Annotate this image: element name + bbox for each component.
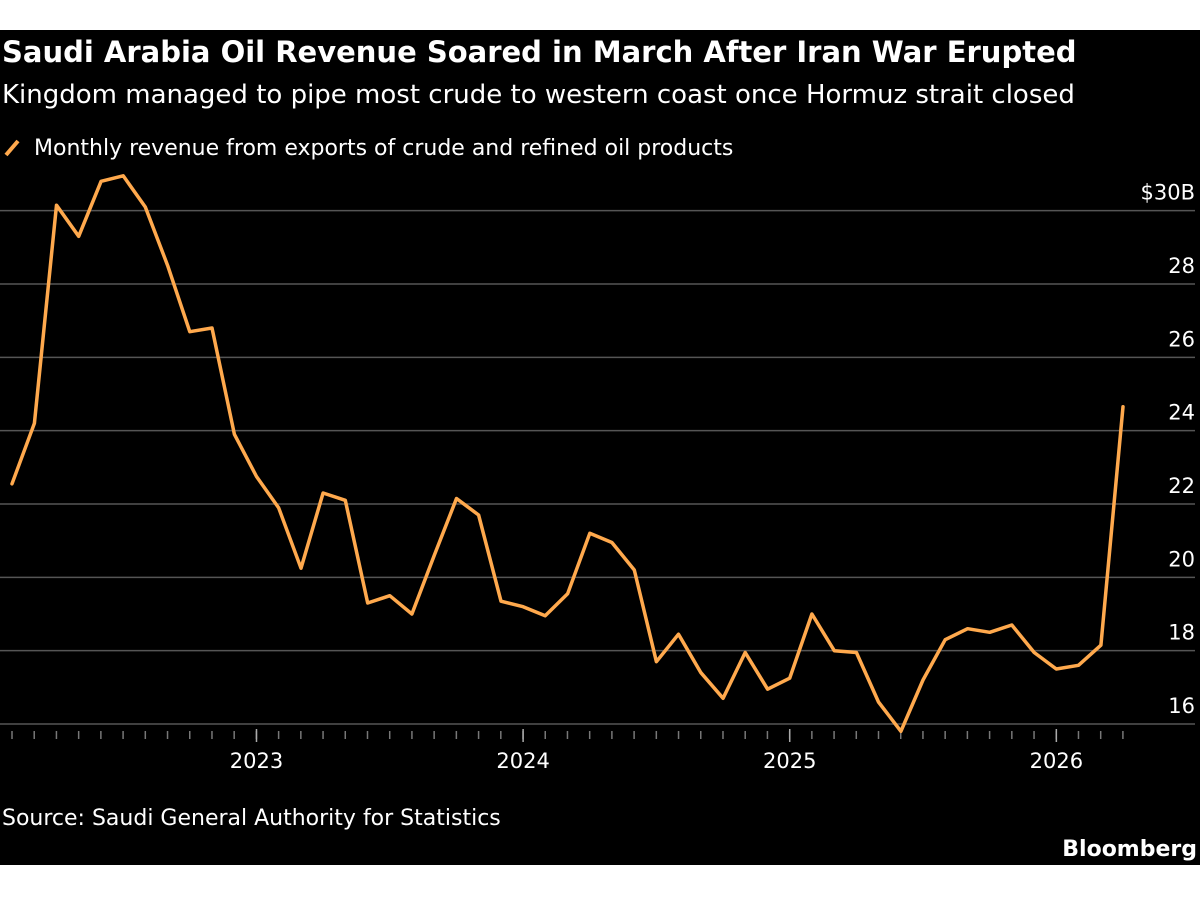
y-tick-label: $30B xyxy=(1141,181,1196,205)
y-tick-label: 16 xyxy=(1168,694,1195,718)
y-tick-label: 18 xyxy=(1168,621,1195,645)
y-tick-label: 26 xyxy=(1168,327,1195,351)
x-tick-label: 2025 xyxy=(763,749,816,773)
x-tick-label: 2026 xyxy=(1030,749,1083,773)
y-tick-label: 24 xyxy=(1168,401,1195,425)
source: Source: Saudi General Authority for Stat… xyxy=(2,806,501,831)
chart-title: Saudi Arabia Oil Revenue Soared in March… xyxy=(2,35,1077,69)
y-tick-label: 22 xyxy=(1168,474,1195,498)
x-tick-label: 2024 xyxy=(496,749,549,773)
y-tick-label: 28 xyxy=(1168,254,1195,278)
background xyxy=(0,30,1200,865)
brand: Bloomberg xyxy=(1062,837,1197,862)
x-tick-label: 2023 xyxy=(230,749,283,773)
chart-subtitle: Kingdom managed to pipe most crude to we… xyxy=(2,80,1075,110)
y-tick-label: 20 xyxy=(1168,547,1195,571)
legend-label: Monthly revenue from exports of crude an… xyxy=(34,136,733,161)
data-line xyxy=(10,174,1125,734)
legend-swatch xyxy=(4,139,20,157)
